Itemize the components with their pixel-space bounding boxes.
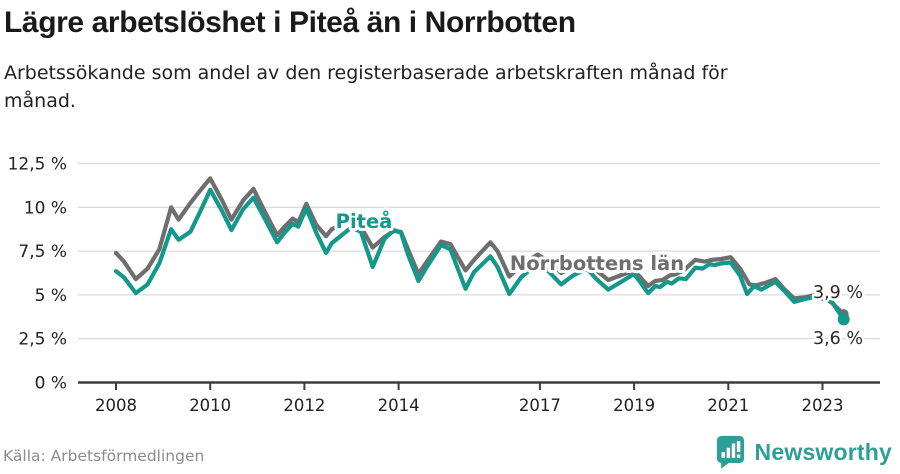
x-axis-tick-label: 2021 — [707, 396, 749, 415]
x-axis-tick-label: 2017 — [519, 396, 561, 415]
x-axis-tick-label: 2008 — [95, 396, 137, 415]
series-line-pitea — [113, 187, 846, 322]
series-line-norrbotten — [113, 176, 846, 317]
series-label-norrbotten: Norrbottens län — [510, 252, 684, 275]
newsworthy-brand: Newsworthy — [715, 435, 892, 469]
series-label-pitea: Piteå — [336, 209, 393, 233]
y-axis-tick-label: 2,5 % — [18, 330, 67, 350]
x-axis-tick-label: 2014 — [378, 396, 420, 415]
newsworthy-wordmark: Newsworthy — [754, 438, 892, 465]
x-axis-tick-label: 2010 — [189, 396, 231, 415]
y-axis-tick-label: 7,5 % — [18, 242, 67, 262]
logo-bar-2 — [726, 447, 730, 458]
source-note: Källa: Arbetsförmedlingen — [3, 447, 205, 465]
x-axis-tick-label: 2023 — [802, 396, 844, 415]
x-axis-tick-label: 2012 — [283, 396, 325, 415]
logo-bar-3 — [731, 443, 735, 458]
y-axis-tick-label: 5 % — [35, 286, 67, 306]
y-axis-tick-label: 12,5 % — [8, 155, 67, 175]
end-value-label-norrbotten: 3,9 % — [813, 283, 863, 303]
x-axis-tick-label: 2019 — [613, 396, 655, 415]
chart-title: Lägre arbetslöshet i Piteå än i Norrbott… — [4, 6, 576, 39]
logo-exclamation-dot — [736, 454, 740, 458]
chart-subtitle: Arbetssökande som andel av den registerb… — [4, 62, 728, 112]
logo-bar-1 — [721, 452, 725, 458]
unemployment-line-chart: 0 % 2,5 % 5 % 7,5 % 10 % 12,5 % 2008 2010 2012 20… — [8, 155, 880, 415]
y-axis-tick-label: 10 % — [24, 198, 67, 218]
newsworthy-logo-icon — [716, 435, 744, 469]
logo-exclamation-stem — [736, 440, 740, 452]
series-end-dot-pitea — [837, 313, 850, 326]
end-value-label-pitea: 3,6 % — [813, 329, 863, 349]
y-axis-tick-label: 0 % — [35, 374, 67, 394]
